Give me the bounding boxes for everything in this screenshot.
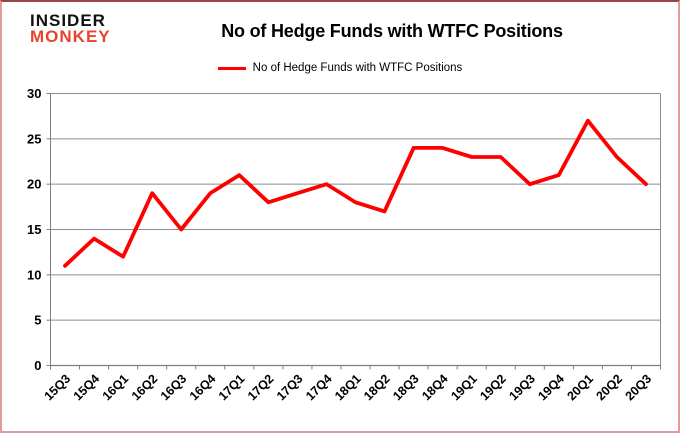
x-tick-label: 17Q3 <box>274 372 306 404</box>
x-tick-label: 18Q4 <box>419 372 451 404</box>
x-tick-label: 16Q2 <box>129 372 161 404</box>
series-line <box>63 118 648 268</box>
y-tick-label: 20 <box>27 177 41 192</box>
x-tick-label: 19Q4 <box>535 372 567 404</box>
y-tick-label: 15 <box>27 222 41 237</box>
legend-line-swatch <box>217 66 246 70</box>
x-tick-label: 15Q3 <box>42 372 74 404</box>
x-tick-label: 20Q1 <box>564 372 596 404</box>
legend: No of Hedge Funds with WTFC Positions <box>2 62 678 74</box>
insider-monkey-logo: INSIDER MONKEY <box>30 11 111 47</box>
y-tick-label: 30 <box>27 86 41 101</box>
x-tick-label: 15Q4 <box>71 372 103 404</box>
x-tick-label: 17Q4 <box>303 372 335 404</box>
x-tick-label: 17Q1 <box>216 372 248 404</box>
x-tick-label: 18Q1 <box>332 372 364 404</box>
y-tick-label: 25 <box>27 131 41 146</box>
logo-text-insider: INSIDER <box>30 11 106 30</box>
x-tick-label: 17Q2 <box>245 372 277 404</box>
x-tick-label: 19Q1 <box>448 372 480 404</box>
y-tick-label: 10 <box>27 267 41 282</box>
y-tick-label: 0 <box>34 358 41 373</box>
x-tick-label: 18Q3 <box>390 372 422 404</box>
x-tick-label: 20Q2 <box>593 372 625 404</box>
chart-title: No of Hedge Funds with WTFC Positions <box>221 21 563 41</box>
x-tick-label: 20Q3 <box>623 372 655 404</box>
x-tick-label: 16Q3 <box>158 372 190 404</box>
x-tick-label: 16Q1 <box>100 372 132 404</box>
legend-label: No of Hedge Funds with WTFC Positions <box>252 62 463 74</box>
x-tick-label: 19Q2 <box>477 372 509 404</box>
x-tick-label: 19Q3 <box>506 372 538 404</box>
x-tick-label: 16Q4 <box>187 372 219 404</box>
x-tick-label: 18Q2 <box>361 372 393 404</box>
y-tick-label: 5 <box>34 313 41 328</box>
logo-text-monkey: MONKEY <box>30 27 111 47</box>
